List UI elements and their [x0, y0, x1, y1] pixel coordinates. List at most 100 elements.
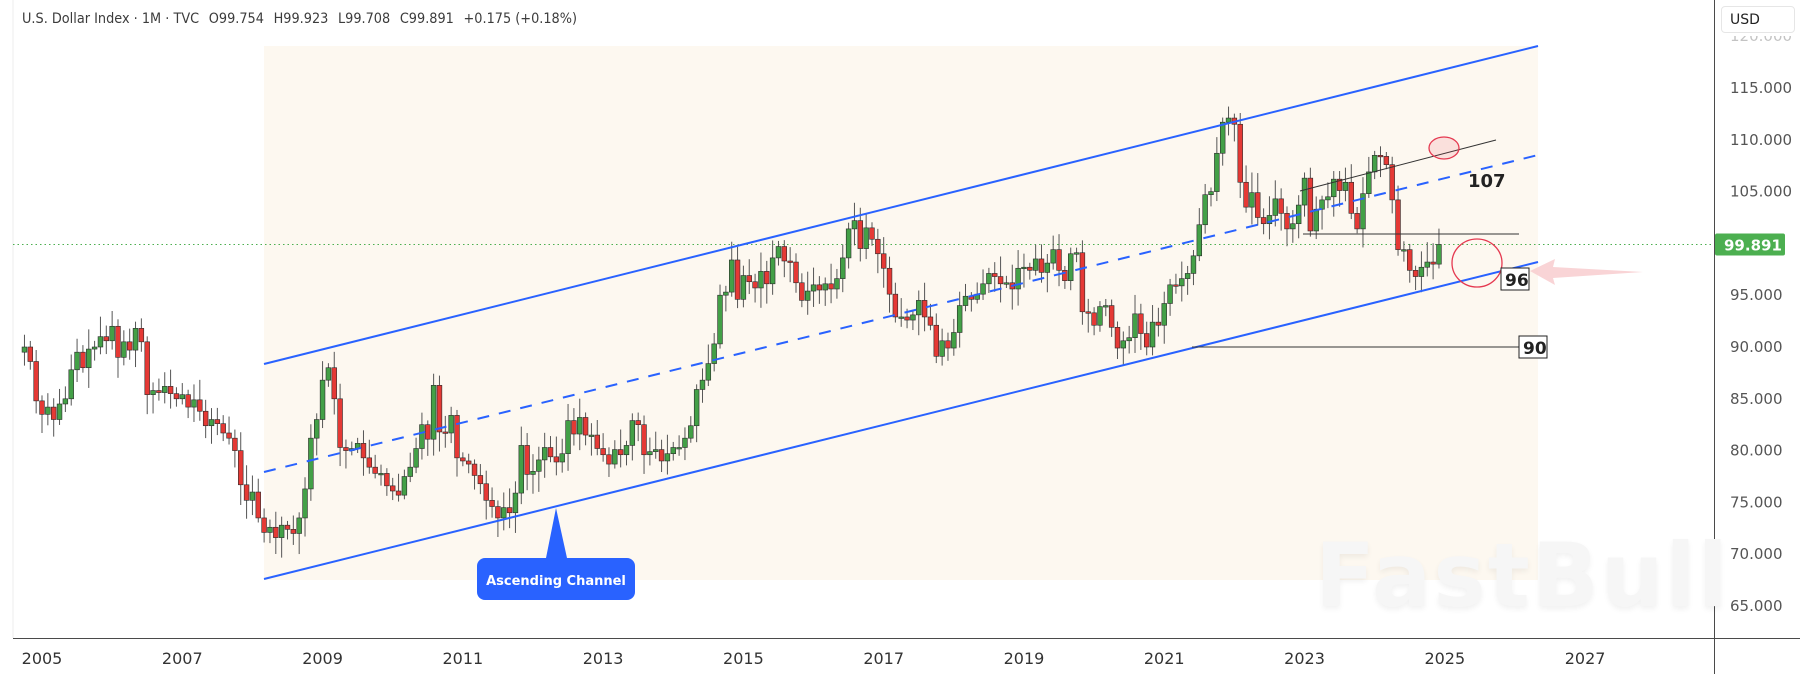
candle-up — [314, 419, 320, 439]
candle-down — [799, 282, 805, 301]
candle-down — [1260, 217, 1267, 225]
candle-down — [197, 399, 203, 412]
candle-up — [1190, 255, 1197, 274]
candle-up — [1371, 155, 1378, 173]
candle-down — [1091, 312, 1097, 326]
candle-up — [623, 445, 630, 456]
candle-up — [699, 379, 706, 390]
candle-down — [115, 325, 121, 358]
legend-close: C99.891 — [399, 11, 454, 27]
candle-up — [1290, 223, 1296, 230]
candle-up — [682, 437, 688, 448]
top-highlight-circle — [1428, 136, 1460, 160]
candle-up — [1044, 262, 1051, 273]
candle-up — [1068, 253, 1074, 281]
price-tick-label: 75.000 — [1730, 493, 1783, 511]
time-tick-label: 2023 — [1284, 649, 1325, 668]
candle-up — [413, 448, 419, 468]
candle-down — [892, 293, 899, 318]
candle-up — [1418, 266, 1425, 277]
fastbull-watermark: FastBull — [1315, 524, 1730, 627]
candle-down — [869, 227, 875, 240]
candle-down — [337, 398, 343, 448]
candle-down — [746, 275, 752, 283]
candle-down — [658, 449, 665, 462]
candle-down — [1354, 213, 1360, 230]
candle-up — [647, 451, 653, 456]
candle-down — [1395, 199, 1401, 250]
candle-up — [132, 328, 139, 351]
candle-down — [273, 526, 279, 538]
candle-up — [729, 259, 735, 293]
candle-down — [1114, 327, 1121, 349]
candle-up — [565, 420, 571, 455]
candle-down — [828, 283, 834, 290]
candle-down — [1056, 249, 1062, 271]
candle-up — [834, 278, 840, 290]
candle-up — [1272, 198, 1278, 216]
candle-down — [1038, 258, 1045, 273]
candle-down — [465, 460, 472, 465]
candle-up — [1342, 181, 1349, 191]
candle-down — [1243, 181, 1249, 208]
currency-selector-button[interactable]: USD — [1721, 6, 1795, 33]
candle-down — [103, 336, 109, 342]
candle-up — [1319, 199, 1325, 210]
price-tick-label: 65.000 — [1730, 597, 1783, 615]
candle-down — [138, 328, 145, 343]
candle-down — [571, 420, 577, 435]
candle-down — [460, 457, 466, 462]
candle-down — [1144, 333, 1150, 348]
candle-up — [711, 343, 717, 364]
price-axis[interactable]: 120.000115.000110.000105.00095.00090.000… — [1715, 0, 1814, 615]
candle-down — [261, 517, 267, 533]
candle-up — [150, 390, 156, 395]
time-tick-label: 2027 — [1565, 649, 1606, 668]
candle-down — [442, 431, 449, 434]
candle-up — [822, 283, 828, 291]
price-tick-label: 80.000 — [1730, 442, 1783, 460]
candle-up — [840, 257, 846, 279]
price-tick-label: 85.000 — [1730, 390, 1783, 408]
candle-up — [179, 394, 185, 400]
candle-down — [360, 443, 367, 459]
candle-down — [454, 415, 460, 459]
candle-up — [775, 246, 782, 259]
time-axis[interactable]: 2005 2007 2009 2011 2013 2015 2017 2019 2021 2023… — [22, 649, 1606, 668]
label-96-box — [1500, 267, 1530, 291]
candle-up — [845, 228, 852, 259]
legend-open: O99.754 — [208, 11, 264, 27]
current-price-badge — [1715, 233, 1785, 256]
candle-up — [97, 336, 104, 348]
candle-down — [635, 420, 641, 425]
candle-up — [1032, 258, 1039, 271]
candle-up — [951, 332, 957, 349]
candle-down — [243, 484, 250, 501]
candle-up — [986, 273, 992, 285]
candle-up — [21, 346, 28, 353]
candle-down — [471, 463, 478, 476]
candle-up — [121, 341, 127, 358]
candle-down — [921, 300, 928, 318]
candle-down — [483, 483, 489, 501]
candle-down — [436, 385, 443, 433]
candle-down — [1383, 156, 1390, 165]
candle-up — [588, 434, 595, 437]
channel-upper-line — [263, 45, 1539, 365]
time-tick-label: 2015 — [723, 649, 764, 668]
candle-up — [1097, 306, 1103, 326]
candle-up — [1436, 244, 1442, 265]
label-90-box — [1518, 335, 1548, 359]
candle-down — [582, 417, 589, 436]
candle-up — [296, 517, 302, 534]
candle-down — [366, 457, 373, 468]
bottom-highlight-circle — [1451, 238, 1503, 288]
legend-title: U.S. Dollar Index · 1M · TVC — [22, 11, 200, 27]
candle-down — [781, 246, 788, 262]
candle-up — [863, 227, 869, 249]
candle-down — [226, 432, 232, 439]
candle-down — [425, 424, 431, 440]
candle-up — [62, 398, 69, 405]
